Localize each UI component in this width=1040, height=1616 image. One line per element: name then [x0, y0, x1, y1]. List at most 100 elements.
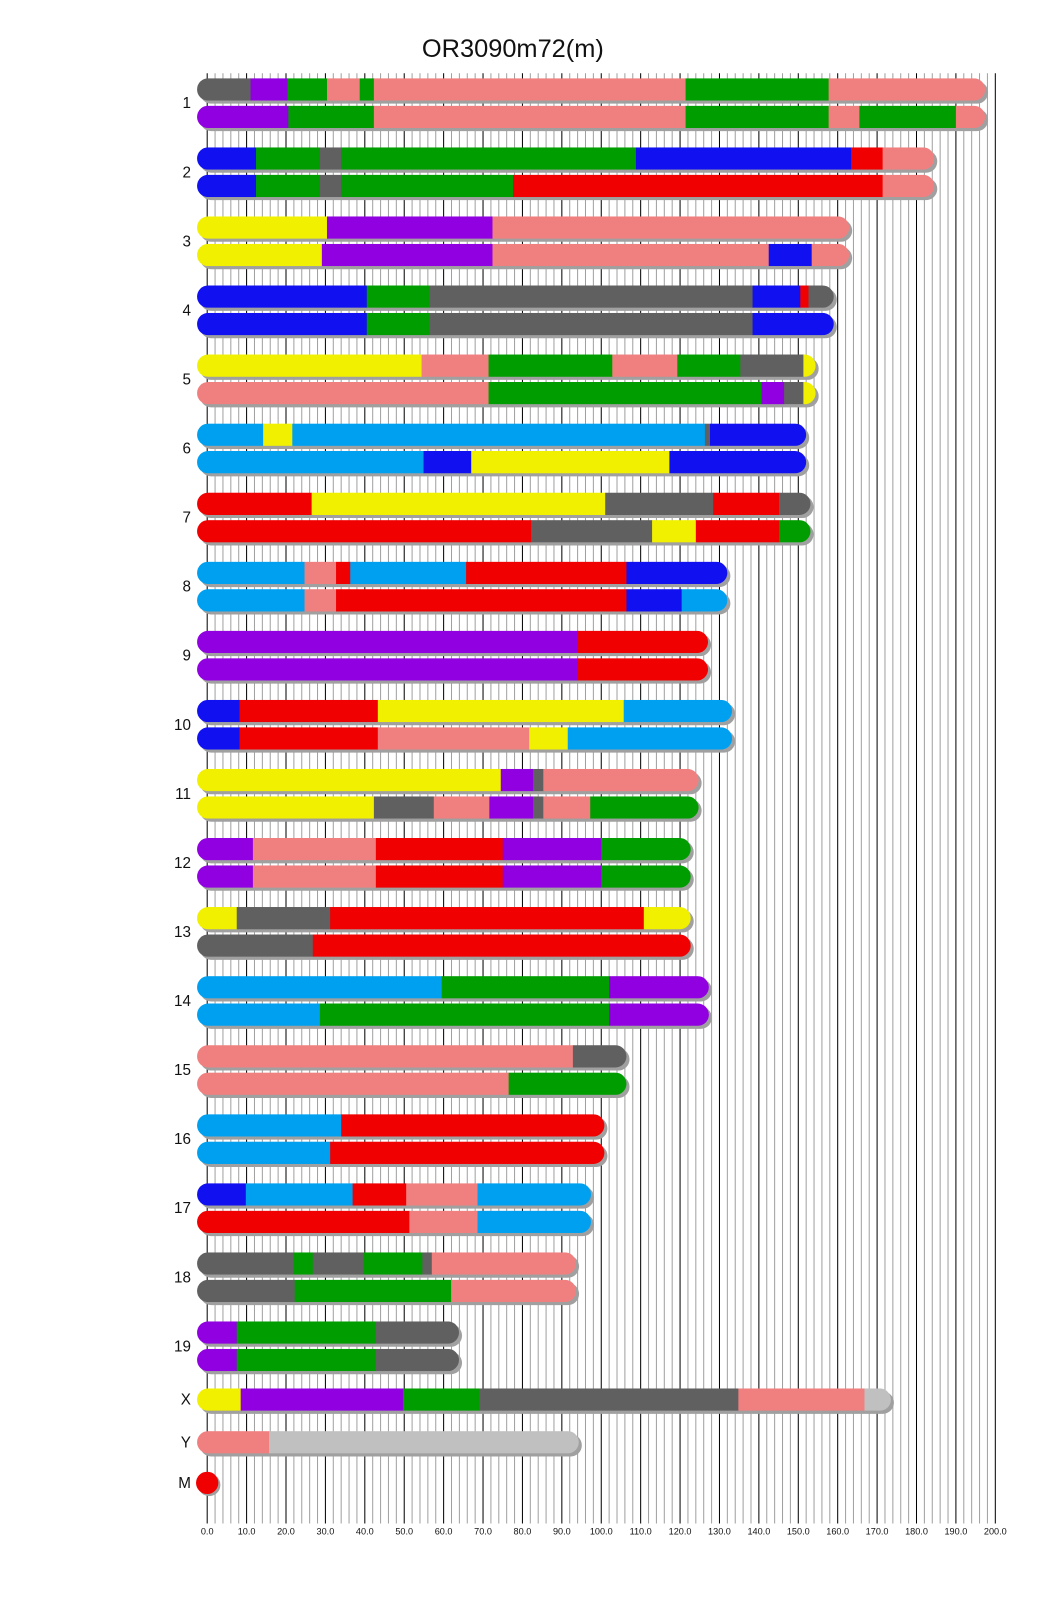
- segment-yellow: [263, 423, 293, 446]
- segment-yellow: [377, 699, 625, 723]
- segment-green: [441, 976, 610, 999]
- chromosome-label: 9: [182, 648, 190, 665]
- segment-blue: [197, 285, 368, 308]
- chromosome-label: 1: [182, 95, 190, 112]
- segment-yellow: [803, 381, 816, 405]
- segment-lightblue: [681, 589, 728, 612]
- segment-blue: [752, 285, 801, 308]
- segment-blue: [752, 312, 834, 336]
- x-tick-label: 140.0: [747, 1527, 770, 1537]
- chromosome-5: 5: [182, 354, 819, 408]
- chromosome-label: 6: [182, 441, 190, 458]
- segment-green: [293, 1252, 314, 1275]
- segment-green: [685, 105, 830, 129]
- segment-gray: [531, 520, 653, 543]
- segment-gray: [422, 1252, 433, 1275]
- segment-yellow: [311, 492, 606, 515]
- segment-yellow: [197, 796, 375, 819]
- haplotype-1: [197, 1114, 605, 1137]
- chromosome-14: 14: [174, 976, 712, 1029]
- segment-red: [352, 1183, 407, 1206]
- chromosome-2: 2: [182, 147, 938, 201]
- haplotype-1: [197, 1183, 592, 1206]
- chromosome-10: 10: [174, 699, 736, 753]
- chromosome-1: 1: [182, 78, 989, 132]
- haplotype-2: [197, 934, 691, 957]
- segment-blue: [197, 727, 240, 750]
- segment-gray: [784, 381, 804, 405]
- haplotype-1: [197, 423, 807, 446]
- segment-purple: [321, 243, 493, 267]
- segment-yellow: [197, 243, 323, 267]
- segment-gray: [373, 796, 435, 819]
- segment-green: [294, 1279, 452, 1303]
- x-tick-label: 80.0: [514, 1527, 532, 1537]
- segment-salmon: [377, 727, 530, 750]
- x-tick-label: 150.0: [787, 1527, 810, 1537]
- chromosome-X: X: [181, 1388, 894, 1414]
- segment-red: [239, 699, 379, 723]
- chromosome-label: 19: [174, 1338, 191, 1355]
- segment-lightblue: [477, 1183, 592, 1206]
- segment-gray: [197, 78, 251, 101]
- segment-salmon: [492, 216, 850, 239]
- segment-lightblue: [197, 561, 305, 585]
- chromosome-11: 11: [175, 768, 702, 822]
- chromosome-8: 8: [182, 561, 731, 615]
- segment-salmon: [433, 796, 490, 819]
- haplotype-2: [197, 796, 699, 819]
- haplotype-1: [197, 78, 986, 101]
- x-tick-label: 90.0: [553, 1527, 571, 1537]
- segment-salmon: [738, 1388, 865, 1411]
- x-tick-label: 40.0: [356, 1527, 374, 1537]
- segment-salmon: [197, 381, 489, 405]
- x-tick-label: 190.0: [944, 1527, 967, 1537]
- chromosome-label: 7: [182, 510, 190, 527]
- segment-purple: [197, 1348, 238, 1372]
- segment-gray: [319, 147, 342, 170]
- segment-gray: [375, 1348, 459, 1372]
- chromosome-18: 18: [174, 1252, 580, 1306]
- haplotype-1: [197, 1431, 579, 1454]
- segment-green: [366, 285, 430, 308]
- segment-lightblue: [197, 423, 264, 446]
- chromosome-13: 13: [174, 907, 694, 960]
- x-tick-label: 100.0: [590, 1527, 613, 1537]
- haplotype-2: [197, 1210, 592, 1234]
- segment-gray: [605, 492, 714, 515]
- x-tick-label: 160.0: [826, 1527, 849, 1537]
- segment-salmon: [406, 1183, 478, 1206]
- segment-purple: [609, 976, 709, 999]
- segment-purple: [500, 768, 534, 792]
- chromosome-label: 4: [182, 302, 191, 319]
- haplotype-2: [197, 1348, 459, 1372]
- segment-lightblue: [197, 1141, 331, 1164]
- segment-salmon: [492, 243, 770, 267]
- segment-green: [488, 354, 613, 377]
- segment-salmon: [252, 865, 377, 888]
- segment-green: [288, 105, 375, 129]
- segment-lightblue: [197, 976, 443, 999]
- haplotype-2: [197, 1072, 627, 1095]
- haplotype-1: [197, 1321, 459, 1344]
- segment-salmon: [197, 1072, 510, 1095]
- segment-gray: [429, 312, 753, 336]
- segment-salmon: [304, 561, 337, 585]
- segment-blue: [197, 1183, 247, 1206]
- chromosome-9: 9: [182, 630, 712, 684]
- x-tick-label: 50.0: [395, 1527, 413, 1537]
- segment-yellow: [197, 1388, 242, 1411]
- x-tick-label: 200.0: [984, 1527, 1007, 1537]
- x-tick-label: 0.0: [201, 1527, 214, 1537]
- segment-purple: [250, 78, 288, 101]
- segment-red: [239, 727, 379, 750]
- segment-purple: [761, 381, 785, 405]
- chromosome-6: 6: [182, 423, 810, 477]
- segment-gray: [479, 1388, 739, 1411]
- segment-salmon: [373, 78, 686, 101]
- segment-green: [341, 174, 514, 198]
- segment-yellow: [529, 727, 569, 750]
- chromosome-label: 3: [182, 233, 190, 250]
- segment-yellow: [652, 520, 697, 543]
